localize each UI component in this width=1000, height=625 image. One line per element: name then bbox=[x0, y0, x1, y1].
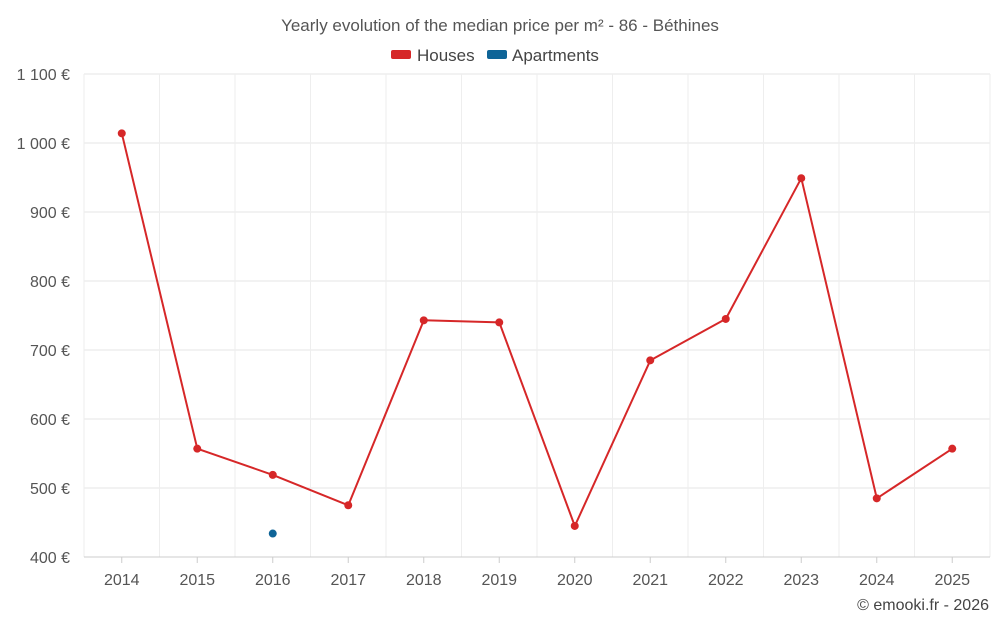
x-tick-label: 2021 bbox=[632, 572, 668, 589]
y-tick-label: 900 € bbox=[30, 205, 70, 222]
data-point-houses[interactable] bbox=[570, 521, 579, 530]
x-tick-label: 2014 bbox=[104, 572, 140, 589]
x-tick-label: 2025 bbox=[934, 572, 970, 589]
data-point-apartments[interactable] bbox=[268, 529, 277, 538]
data-point-houses[interactable] bbox=[193, 444, 202, 453]
x-tick-label: 2023 bbox=[783, 572, 819, 589]
data-point-houses[interactable] bbox=[344, 501, 353, 510]
legend: Houses Apartments bbox=[391, 46, 599, 65]
series-layer bbox=[117, 129, 957, 538]
data-point-houses[interactable] bbox=[872, 494, 881, 503]
series-line-houses bbox=[120, 133, 953, 527]
data-point-houses[interactable] bbox=[948, 444, 957, 453]
data-point-houses[interactable] bbox=[268, 470, 277, 479]
data-point-houses[interactable] bbox=[797, 174, 806, 183]
y-tick-label: 600 € bbox=[30, 412, 70, 429]
data-point-houses[interactable] bbox=[117, 129, 126, 138]
y-tick-label: 800 € bbox=[30, 274, 70, 291]
x-tick-label: 2017 bbox=[330, 572, 366, 589]
legend-swatch-apartments bbox=[487, 50, 507, 59]
x-axis: 2014 2015 2016 2017 2018 2019 2020 2021 2022 2023… bbox=[84, 556, 990, 589]
data-point-houses[interactable] bbox=[419, 316, 428, 325]
y-tick-label: 1 100 € bbox=[17, 67, 70, 84]
credit-text: © emooki.fr - 2026 bbox=[857, 597, 989, 614]
legend-label-houses[interactable]: Houses bbox=[417, 46, 475, 65]
y-tick-label: 400 € bbox=[30, 550, 70, 567]
y-tick-label: 500 € bbox=[30, 481, 70, 498]
x-tick-label: 2018 bbox=[406, 572, 442, 589]
x-tick-label: 2019 bbox=[481, 572, 517, 589]
data-point-houses[interactable] bbox=[495, 318, 504, 327]
y-axis: 400 € 500 € 600 € 700 € 800 € 900 € 1 000 € 1 1… bbox=[17, 67, 70, 567]
x-tick-label: 2024 bbox=[859, 572, 895, 589]
data-point-houses[interactable] bbox=[721, 314, 730, 323]
chart-title: Yearly evolution of the median price per… bbox=[281, 16, 719, 35]
data-point-houses[interactable] bbox=[646, 356, 655, 365]
x-tick-label: 2022 bbox=[708, 572, 744, 589]
legend-swatch-houses bbox=[391, 50, 411, 59]
x-tick-label: 2016 bbox=[255, 572, 291, 589]
y-tick-label: 700 € bbox=[30, 343, 70, 360]
y-tick-label: 1 000 € bbox=[17, 136, 70, 153]
x-tick-label: 2015 bbox=[179, 572, 215, 589]
legend-label-apartments[interactable]: Apartments bbox=[512, 46, 599, 65]
x-tick-label: 2020 bbox=[557, 572, 593, 589]
grid bbox=[83, 73, 991, 558]
